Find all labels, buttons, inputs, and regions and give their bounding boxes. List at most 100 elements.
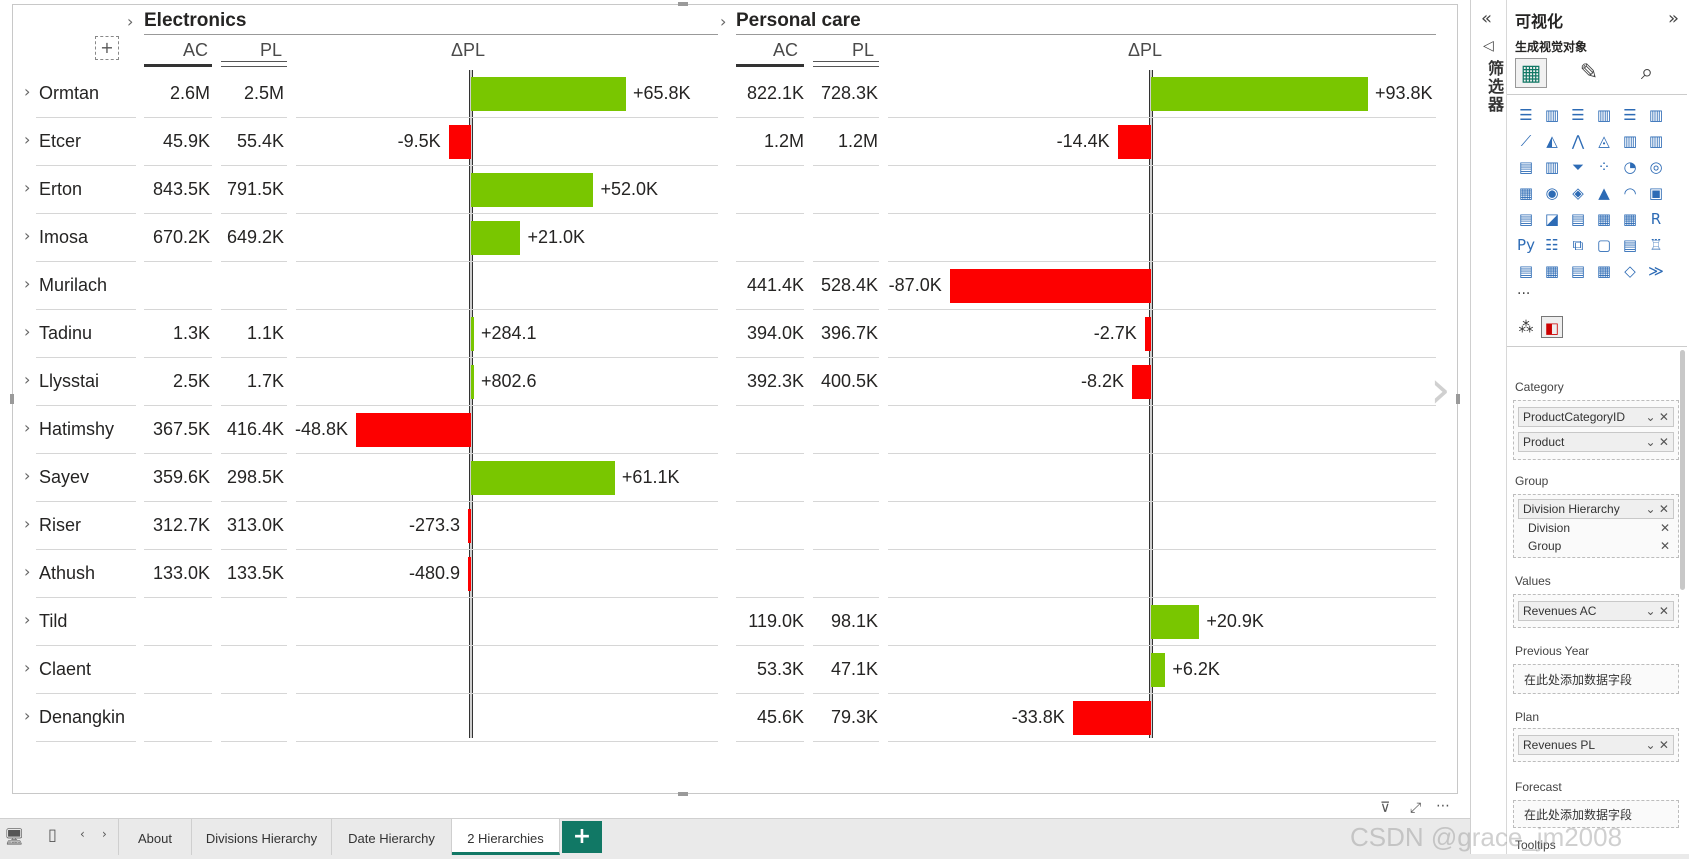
map-icon[interactable]: ◉ — [1545, 184, 1559, 202]
combo-chart-icon[interactable]: ▤ — [1518, 158, 1534, 176]
kpi-icon[interactable]: ◪ — [1544, 210, 1560, 228]
field-pill-controls-icon[interactable]: ⌄ ✕ — [1645, 502, 1669, 516]
row-label[interactable]: Athush — [39, 563, 96, 583]
expand-row-icon[interactable]: › — [24, 658, 31, 677]
qa-icon[interactable]: ▢ — [1596, 236, 1612, 254]
expand-row-icon[interactable]: › — [24, 610, 31, 629]
stacked-area-icon[interactable]: ⋀ — [1571, 132, 1585, 150]
gauge-icon[interactable]: ◠ — [1623, 184, 1637, 202]
ribbon-icon[interactable]: ◬ — [1598, 132, 1610, 150]
expand-row-icon[interactable]: › — [24, 706, 31, 725]
delta-bar[interactable] — [1151, 653, 1166, 687]
row-label[interactable]: Riser — [39, 515, 82, 535]
row-label[interactable]: Tild — [39, 611, 68, 631]
custom-visual-icon[interactable]: ▦ — [1544, 262, 1560, 280]
row-label[interactable]: Erton — [39, 179, 83, 199]
column-header-delta-pl[interactable]: ΔPL — [1127, 40, 1163, 60]
stacked-bar-icon[interactable]: ☰ — [1519, 106, 1533, 124]
delta-bar[interactable] — [471, 365, 474, 399]
expand-row-icon[interactable]: › — [24, 274, 31, 293]
more-visuals[interactable]: ... — [1517, 282, 1531, 298]
resize-handle-top[interactable] — [678, 2, 688, 6]
expand-row-icon[interactable]: › — [24, 178, 31, 197]
well-category[interactable]: ProductCategoryID ⌄ ✕ Product ⌄ ✕ — [1513, 400, 1679, 460]
resize-handle-left[interactable] — [10, 394, 14, 404]
area-chart-icon[interactable]: ◭ — [1546, 132, 1558, 150]
key-influencers-icon[interactable]: ☷ — [1545, 236, 1559, 254]
field-pill-controls-icon[interactable]: ⌄ ✕ — [1645, 738, 1669, 752]
next-page-arrow-icon[interactable]: › — [1430, 360, 1451, 420]
analytics-tab-icon[interactable]: ⌕ — [1640, 60, 1654, 85]
custom-visual-icon[interactable]: ▦ — [1596, 262, 1612, 280]
row-label[interactable]: Etcer — [39, 131, 82, 151]
add-page-button[interactable]: + — [562, 821, 602, 853]
delta-bar[interactable] — [1144, 317, 1151, 351]
column-header-pl[interactable]: PL — [851, 40, 874, 60]
table-icon[interactable]: ▦ — [1596, 210, 1612, 228]
expand-row-icon[interactable]: › — [24, 130, 31, 149]
field-subpill[interactable]: Group ✕ — [1524, 537, 1674, 555]
smart-narrative-icon[interactable]: ▤ — [1622, 236, 1638, 254]
row-label[interactable]: Sayev — [39, 467, 90, 487]
row-label[interactable]: Denangkin — [39, 707, 126, 727]
expand-group-icon[interactable]: › — [127, 12, 134, 31]
key-influencers-icon[interactable]: ⁂ — [1518, 318, 1534, 336]
field-pill-controls-icon[interactable]: ⌄ ✕ — [1645, 604, 1669, 618]
filter-icon[interactable]: ⊽ — [1380, 800, 1391, 816]
scroll-left-icon[interactable]: ‹ — [80, 827, 85, 841]
field-pill-controls-icon[interactable]: ⌄ ✕ — [1645, 410, 1669, 424]
well-previous-year[interactable]: 在此处添加数据字段 — [1513, 664, 1679, 694]
focus-mode-icon[interactable]: ⤢ — [1410, 800, 1422, 816]
custom-visual-icon[interactable]: ◧ — [1541, 316, 1563, 338]
custom-visual-icon[interactable]: ≫ — [1648, 262, 1664, 280]
field-pill[interactable]: Revenues AC ⌄ ✕ — [1518, 601, 1674, 621]
collapse-viz-pane-icon[interactable]: » — [1667, 8, 1679, 29]
column-header-ac[interactable]: AC — [182, 40, 208, 60]
card-icon[interactable]: ▣ — [1648, 184, 1664, 202]
column-header-ac[interactable]: AC — [772, 40, 798, 60]
scatter-icon[interactable]: ⁘ — [1597, 158, 1611, 176]
mobile-view-icon[interactable]: ▯ — [48, 825, 57, 844]
expand-row-icon[interactable]: › — [24, 514, 31, 533]
viz-pane-scrollbar[interactable] — [1680, 350, 1685, 590]
slicer-icon[interactable]: ▤ — [1570, 210, 1586, 228]
stacked-column-icon[interactable]: ▥ — [1544, 106, 1560, 124]
well-values[interactable]: Revenues AC ⌄ ✕ — [1513, 594, 1679, 628]
column-header-delta-pl[interactable]: ΔPL — [450, 40, 486, 60]
visual-frame[interactable] — [12, 4, 1458, 794]
pie-icon[interactable]: ◔ — [1623, 158, 1637, 176]
add-button[interactable]: + — [95, 36, 119, 60]
row-label[interactable]: Imosa — [39, 227, 89, 247]
delta-bar[interactable] — [1072, 701, 1151, 735]
remove-field-icon[interactable]: ✕ — [1659, 521, 1670, 535]
row-label[interactable]: Claent — [39, 659, 92, 679]
field-pill[interactable]: Division Hierarchy ⌄ ✕ — [1518, 499, 1674, 519]
well-forecast[interactable]: 在此处添加数据字段 — [1513, 800, 1679, 828]
remove-field-icon[interactable]: ✕ — [1659, 539, 1670, 553]
row-label[interactable]: Tadinu — [39, 323, 93, 343]
expand-row-icon[interactable]: › — [24, 562, 31, 581]
field-pill[interactable]: Revenues PL ⌄ ✕ — [1518, 735, 1674, 755]
scroll-right-icon[interactable]: › — [102, 827, 107, 841]
delta-bar[interactable] — [1151, 605, 1200, 639]
delta-bar[interactable] — [471, 77, 626, 111]
expand-row-icon[interactable]: › — [24, 322, 31, 341]
expand-row-icon[interactable]: › — [24, 370, 31, 389]
expand-row-icon[interactable]: › — [24, 466, 31, 485]
expand-row-icon[interactable]: › — [24, 82, 31, 101]
metrics-icon[interactable]: ♖ — [1649, 236, 1663, 254]
waterfall-icon[interactable]: ▥ — [1622, 132, 1638, 150]
delta-bar[interactable] — [468, 557, 471, 591]
delta-bar[interactable] — [1151, 77, 1368, 111]
build-visual-tab-icon[interactable]: ▦ — [1515, 58, 1547, 88]
row-label[interactable]: Murilach — [39, 275, 108, 295]
funnel-icon[interactable]: ⏷ — [1571, 158, 1584, 176]
column-chart-icon[interactable]: ▥ — [1544, 158, 1560, 176]
delta-bar[interactable] — [448, 125, 471, 159]
custom-visual-icon[interactable]: ▤ — [1570, 262, 1586, 280]
collapse-pane-icon[interactable]: « — [1481, 8, 1493, 29]
custom-visual-icon[interactable]: ◇ — [1624, 262, 1636, 280]
tab-divisions-hierarchy[interactable]: Divisions Hierarchy — [192, 819, 332, 855]
line-column-icon[interactable]: ▥ — [1648, 132, 1664, 150]
expand-group-icon[interactable]: › — [720, 12, 727, 31]
